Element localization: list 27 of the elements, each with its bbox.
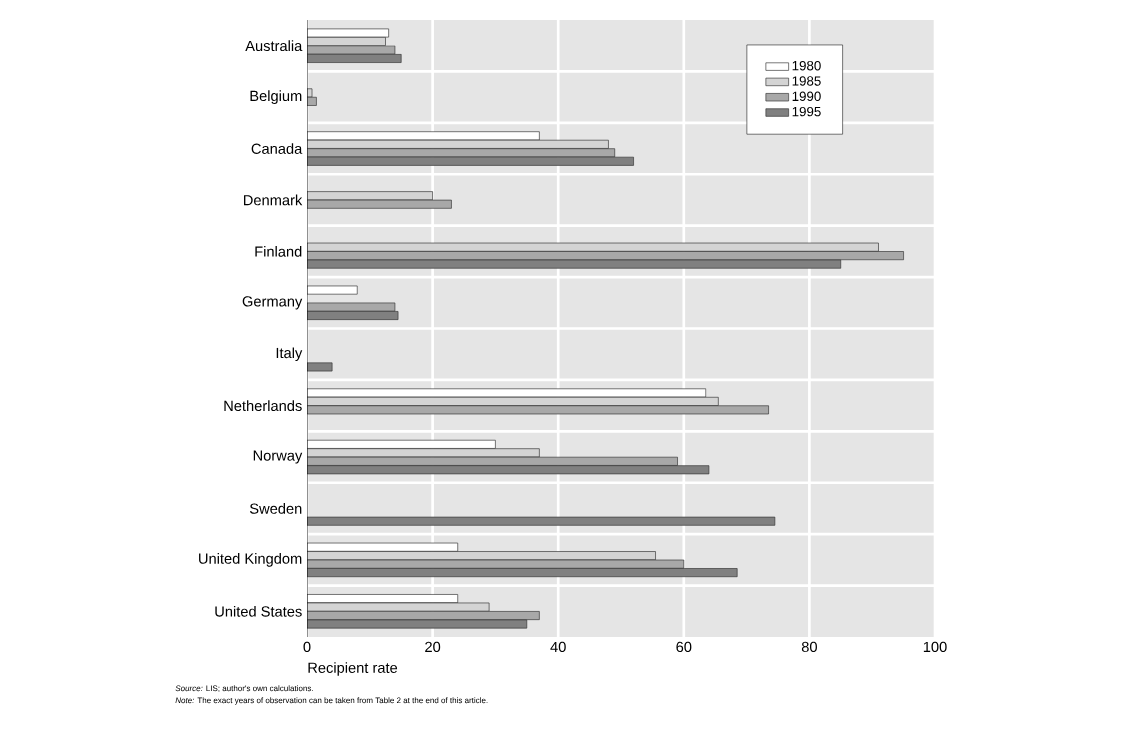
y-tick-label: Italy bbox=[276, 347, 303, 362]
legend-label: 1980 bbox=[792, 60, 821, 71]
y-tick-label: Canada bbox=[251, 143, 303, 154]
y-tick-label: Finland bbox=[255, 246, 302, 257]
x-tick-label: 80 bbox=[801, 641, 817, 653]
bar bbox=[307, 516, 776, 526]
y-tick-label: United States bbox=[215, 605, 302, 617]
x-tick-label: 40 bbox=[550, 641, 566, 653]
x-axis-title: Recipient rate bbox=[308, 662, 398, 676]
y-tick-label: Germany bbox=[242, 296, 303, 310]
y-tick-label: Denmark bbox=[244, 194, 303, 206]
legend-label: 1985 bbox=[792, 76, 821, 86]
y-tick-label: Australia bbox=[245, 40, 303, 52]
x-tick-label: 60 bbox=[676, 641, 692, 653]
text: Source: LIS; author's own calculations. bbox=[175, 685, 313, 693]
text: Note: The exact years of observation can be taken from Table 2 at the end of this article. bbox=[175, 697, 488, 705]
legend-label: 1995 bbox=[792, 106, 821, 117]
legend-label: 1990 bbox=[792, 91, 821, 101]
y-tick-label: Sweden bbox=[249, 503, 302, 514]
bar bbox=[307, 362, 333, 372]
y-tick-label: Netherlands bbox=[224, 400, 302, 412]
x-tick-label: 100 bbox=[923, 641, 947, 653]
y-tick-label: Norway bbox=[253, 450, 303, 464]
x-tick-label: 20 bbox=[425, 641, 441, 653]
y-tick-label: Belgium bbox=[250, 90, 302, 104]
y-tick-label: United Kingdom bbox=[199, 553, 302, 567]
x-tick-label: 0 bbox=[303, 641, 311, 653]
